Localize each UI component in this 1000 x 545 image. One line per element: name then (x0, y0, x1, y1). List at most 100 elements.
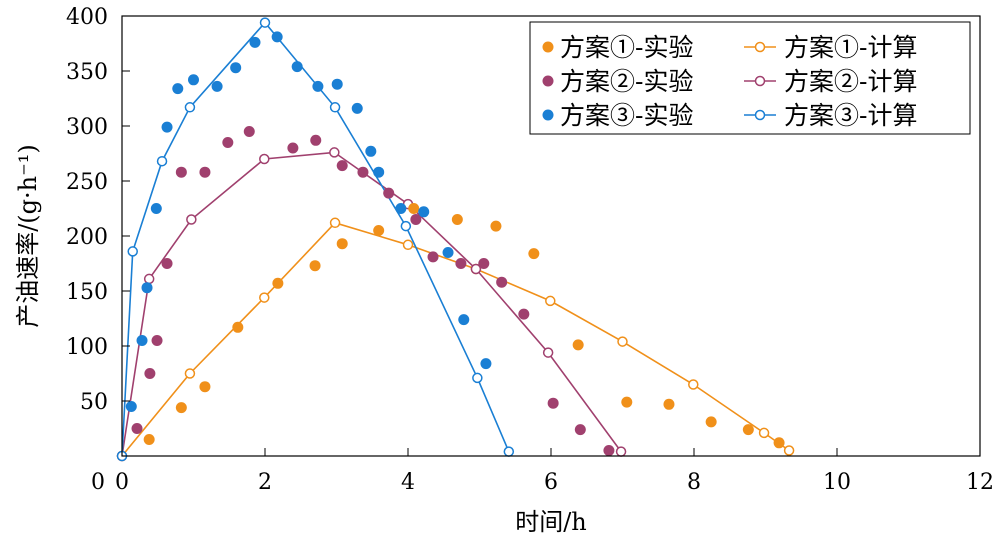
legend-marker (754, 75, 766, 87)
exp-point (357, 166, 369, 178)
calc-point (156, 155, 168, 167)
exp-point (172, 83, 184, 95)
plot-area (116, 17, 795, 462)
exp-point (336, 160, 348, 172)
y-tick-label: 200 (66, 225, 108, 250)
exp-point (161, 121, 173, 133)
calc-point (329, 102, 341, 113)
calc-point (259, 153, 270, 165)
exp-point (309, 260, 321, 272)
calc-point (617, 336, 628, 347)
exp-point (480, 358, 492, 370)
calc-point (783, 445, 795, 456)
legend-marker (542, 75, 554, 87)
exp-point (458, 314, 470, 326)
exp-point (442, 247, 454, 258)
y-tick-label: 250 (66, 170, 108, 195)
exp-point (310, 134, 322, 146)
legend-label: 方案③-实验 (560, 101, 693, 130)
exp-point (222, 137, 234, 148)
exp-point (143, 434, 155, 445)
calc-point (329, 147, 340, 158)
x-origin-label: 0 (91, 470, 105, 495)
calc-point (143, 273, 155, 285)
x-tick-label: 8 (687, 470, 701, 495)
exp-point (271, 31, 283, 43)
exp-point (427, 251, 439, 263)
exp-point (136, 335, 148, 346)
series-line (121, 221, 790, 457)
x-tick-label: 4 (401, 470, 415, 495)
calc-point (615, 446, 627, 457)
exp-point (373, 166, 385, 178)
y-tick-label: 350 (66, 60, 108, 85)
exp-point (574, 424, 586, 436)
calc-point (758, 427, 770, 439)
exp-point (518, 308, 530, 320)
exp-point (150, 203, 162, 214)
calc-point (184, 102, 196, 113)
exp-point (144, 368, 156, 379)
y-tick-label: 100 (66, 335, 108, 360)
y-tick-label: 300 (66, 115, 108, 140)
exp-point (418, 206, 430, 218)
calc-point (688, 379, 699, 390)
exp-point (199, 166, 211, 178)
exp-point (131, 423, 143, 434)
legend-marker (754, 41, 766, 53)
exp-point (451, 214, 463, 225)
legend-marker (754, 109, 766, 121)
exp-point (478, 258, 490, 269)
legend-label: 方案②-实验 (560, 67, 693, 96)
legend-label: 方案③-计算 (784, 101, 917, 130)
exp-point (291, 61, 303, 73)
exp-point (547, 397, 559, 409)
exp-point (243, 126, 255, 137)
calc-point (545, 295, 556, 307)
exp-point (490, 220, 502, 232)
legend-marker (542, 109, 554, 121)
exp-point (230, 62, 242, 74)
exp-point (705, 416, 717, 428)
exp-point (373, 225, 385, 236)
exp-point (336, 238, 348, 250)
exp-point (383, 187, 395, 199)
calc-point (127, 246, 138, 257)
legend-label: 方案①-计算 (784, 33, 917, 62)
x-tick-label: 12 (966, 470, 994, 495)
exp-point (410, 214, 422, 225)
calc-point (470, 263, 482, 275)
exp-point (161, 258, 173, 269)
exp-point (621, 396, 633, 408)
calc-point (329, 217, 341, 229)
exp-point (199, 381, 211, 393)
legend-label: 方案②-计算 (784, 67, 917, 96)
exp-point (455, 258, 467, 269)
exp-point (395, 203, 407, 214)
exp-point (496, 276, 508, 288)
exp-point (742, 424, 754, 436)
y-tick-label: 50 (80, 390, 108, 415)
exp-point (141, 282, 153, 294)
exp-point (312, 80, 324, 92)
x-tick-label: 6 (544, 470, 558, 495)
exp-point (287, 142, 299, 154)
exp-point (232, 321, 244, 333)
calc-point (472, 372, 483, 384)
legend-marker (542, 41, 554, 53)
exp-point (175, 166, 187, 178)
exp-point (603, 445, 615, 456)
calc-point (402, 239, 414, 251)
exp-point (351, 102, 363, 114)
exp-point (272, 277, 284, 289)
exp-point (408, 203, 420, 214)
exp-point (211, 80, 223, 92)
x-tick-label: 10 (823, 470, 851, 495)
exp-point (365, 145, 377, 157)
x-tick-label: 2 (258, 470, 272, 495)
exp-point (528, 248, 540, 260)
calc-point (184, 368, 196, 379)
exp-point (572, 339, 584, 351)
